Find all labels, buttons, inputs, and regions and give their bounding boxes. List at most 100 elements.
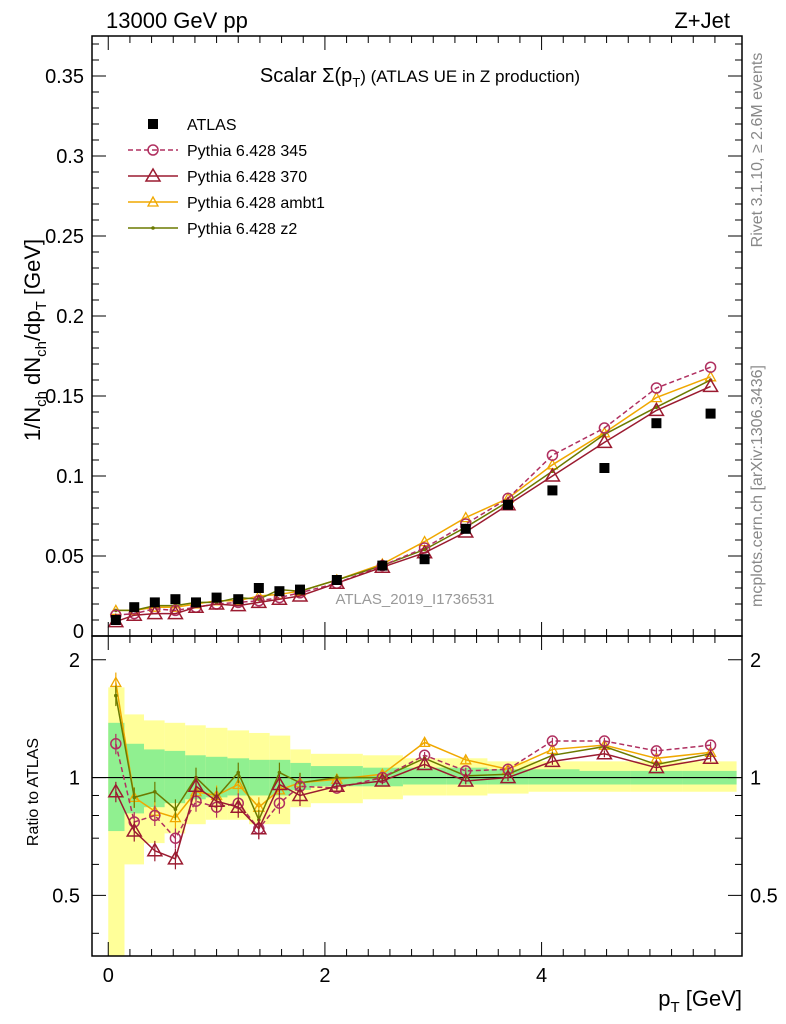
- marker-triangle: [457, 772, 475, 787]
- x-tick-label: 0: [103, 965, 114, 987]
- series-layer: [107, 361, 719, 870]
- marker-square: [233, 594, 244, 605]
- marker-triangle: [187, 777, 205, 793]
- y-tick-label: 0.35: [45, 66, 84, 88]
- marker-circle: [650, 382, 663, 394]
- marker-square: [460, 523, 471, 534]
- ratio-frame: [91, 635, 743, 957]
- marker-circle: [546, 449, 559, 461]
- ratio-tick-label-left: 0.5: [52, 885, 80, 907]
- ratio-axis-label: Ratio to ATLAS: [25, 738, 42, 846]
- marker-dot: [132, 795, 137, 800]
- marker-dot: [114, 693, 118, 698]
- mcplots-label: mcplots.cern.ch [arXiv:1306.3436]: [749, 365, 766, 607]
- marker-square: [599, 463, 610, 473]
- band-inner: [402, 767, 447, 785]
- text-part: [GeV]: [680, 986, 742, 1011]
- marker-triangle: [146, 842, 164, 857]
- marker-triangle: [328, 777, 346, 793]
- marker-small-triangle: [459, 511, 472, 523]
- y-tick-label: 0.2: [56, 306, 84, 328]
- marker-small-triangle: [146, 195, 160, 207]
- marker-dot: [173, 807, 178, 812]
- legend-label: Pythia 6.428 370: [187, 169, 307, 186]
- marker-triangle: [291, 587, 309, 602]
- marker-circle: [546, 735, 559, 747]
- marker-square: [547, 485, 558, 496]
- series-line-main: [115, 376, 711, 612]
- text-part: ch: [33, 341, 50, 357]
- marker-square: [419, 554, 430, 565]
- marker-square: [149, 597, 160, 608]
- rivet-label: Rivet 3.1.10, ≥ 2.6M events: [749, 53, 766, 248]
- band-inner: [108, 722, 125, 832]
- marker-triangle: [702, 377, 719, 393]
- text-part: /dp: [20, 310, 45, 341]
- marker-triangle: [596, 745, 613, 760]
- legend-label: Pythia 6.428 ambt1: [187, 195, 325, 212]
- marker-circle: [704, 361, 717, 373]
- marker-triangle: [208, 595, 225, 610]
- marker-circle: [418, 749, 431, 762]
- axes-layer: 0 0.05 0.1 0.15 0.2 0.25 0.3 0.35 0 2 4 0.5 0.5 1 1 2 2: [45, 35, 778, 987]
- marker-triangle: [416, 755, 433, 771]
- marker-small-triangle: [169, 811, 182, 823]
- marker-square: [253, 583, 264, 593]
- chart-title: Scalar Σ(pT) (ATLAS UE in Z production): [260, 65, 580, 90]
- marker-square: [331, 575, 342, 585]
- text-part: T: [670, 999, 679, 1016]
- ratio-tick-label-right: 1: [750, 768, 761, 790]
- marker-circle: [169, 832, 182, 844]
- marker-square: [148, 119, 158, 129]
- y-tick-label: 0.3: [56, 146, 84, 168]
- x-axis-label: pT [GeV]: [658, 986, 742, 1016]
- marker-circle: [598, 422, 611, 434]
- text-part: ) (ATLAS UE in Z production): [360, 67, 580, 86]
- uncertainty-bands: [108, 687, 737, 956]
- ratio-tick-label-right: 2: [750, 650, 761, 672]
- marker-dot: [151, 226, 155, 230]
- marker-circle: [650, 745, 663, 757]
- y-tick-label: 0.15: [45, 386, 84, 408]
- legend-label: Pythia 6.428 z2: [187, 221, 297, 238]
- x-tick-label: 4: [536, 965, 547, 987]
- y-tick-label: 0.25: [45, 226, 84, 248]
- marker-triangle: [167, 605, 184, 620]
- text-part: 1/N: [20, 407, 45, 441]
- marker-triangle: [702, 749, 719, 765]
- band-inner: [528, 769, 580, 785]
- series-line-main: [115, 385, 711, 623]
- marker-small-triangle: [418, 736, 431, 748]
- marker-circle: [147, 144, 159, 156]
- y-tick-label: 0: [73, 621, 84, 643]
- marker-triangle: [107, 783, 125, 798]
- marker-triangle: [291, 786, 309, 802]
- legend-label: ATLAS: [187, 117, 237, 134]
- marker-square: [274, 586, 285, 597]
- marker-circle: [149, 809, 161, 822]
- marker-triangle: [144, 167, 162, 182]
- marker-triangle: [499, 769, 517, 784]
- marker-triangle: [648, 401, 665, 417]
- x-tick-label: 2: [319, 965, 330, 987]
- marker-triangle: [648, 759, 665, 774]
- marker-triangle: [229, 798, 247, 813]
- marker-triangle: [208, 792, 225, 807]
- legend: ATLAS Pythia 6.428 345 Pythia 6.428 370 Pyt…: [128, 117, 325, 238]
- text-part: T: [33, 301, 50, 310]
- marker-circle: [273, 797, 286, 809]
- marker-triangle: [544, 752, 561, 768]
- marker-dot: [277, 770, 282, 775]
- legend-label: Pythia 6.428 345: [187, 143, 307, 160]
- marker-triangle: [374, 772, 391, 787]
- marker-square: [503, 499, 513, 510]
- header-left: 13000 GeV pp: [106, 8, 248, 33]
- marker-square: [705, 408, 716, 419]
- y-tick-label: 0.05: [45, 546, 84, 568]
- text-part: p: [658, 986, 670, 1011]
- text-part: [GeV]: [20, 239, 45, 301]
- marker-dot: [335, 775, 339, 780]
- marker-triangle: [229, 597, 247, 612]
- text-part: dN: [20, 357, 45, 391]
